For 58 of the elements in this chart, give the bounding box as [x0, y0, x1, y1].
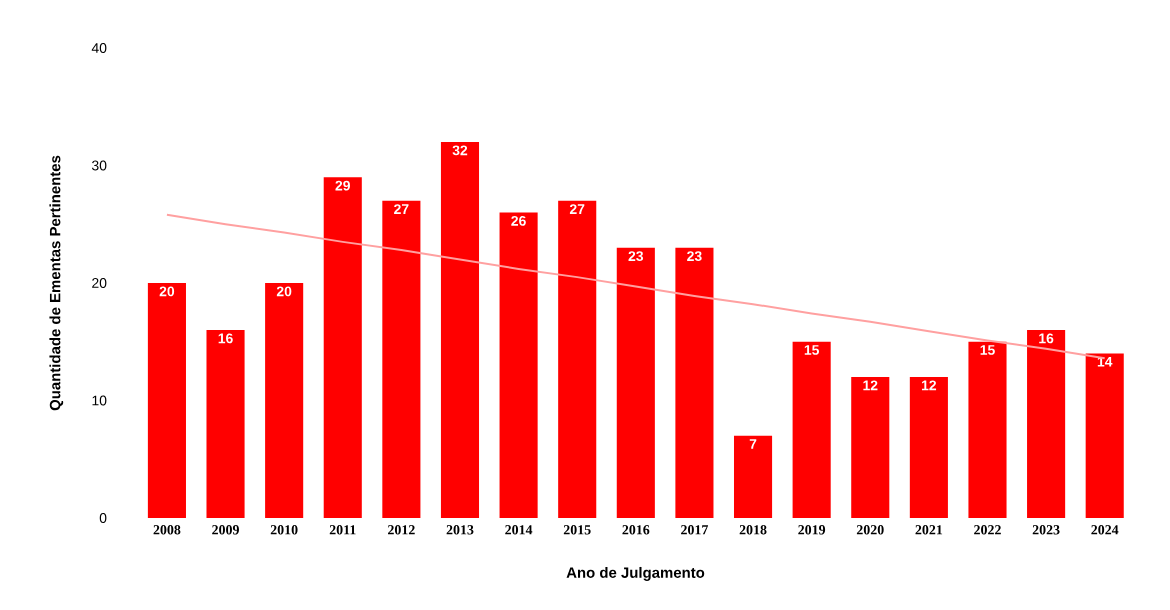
y-axis-title: Quantidade de Ementas Pertinentes [49, 155, 64, 411]
bar [733, 435, 773, 518]
data-label: 16 [218, 333, 233, 344]
x-tick-label: 2015 [563, 525, 591, 535]
data-label: 14 [1097, 356, 1113, 367]
bar [968, 341, 1007, 518]
bar [499, 212, 538, 518]
x-tick-label: 2020 [856, 525, 884, 535]
x-tick-label: 2018 [739, 525, 767, 535]
x-tick-label: 2019 [798, 525, 826, 535]
x-tick-label: 2014 [505, 525, 533, 535]
x-tick-label: 2022 [974, 525, 1001, 535]
data-label: 27 [569, 204, 585, 214]
data-label: 15 [980, 345, 995, 355]
x-tick-label: 2012 [388, 525, 415, 535]
y-tick-label: 40 [91, 43, 107, 53]
x-axis-title: Ano de Julgamento [566, 566, 705, 581]
y-tick-label: 30 [91, 160, 107, 171]
data-label: 20 [276, 286, 292, 297]
data-label: 15 [804, 345, 820, 355]
bar [1085, 353, 1124, 518]
bar [616, 247, 655, 518]
bar [792, 341, 831, 518]
bar [558, 200, 597, 518]
data-label: 27 [394, 204, 409, 214]
data-label: 23 [628, 251, 644, 262]
data-label: 32 [452, 145, 468, 156]
bar [382, 200, 421, 518]
y-tick-label: 10 [92, 395, 107, 406]
data-label: 12 [863, 380, 878, 391]
x-tick-label: 2011 [329, 525, 356, 535]
data-label: 12 [921, 380, 937, 391]
bar [265, 283, 304, 518]
y-tick-label: 20 [92, 278, 107, 288]
bar [675, 247, 714, 518]
bar [1027, 330, 1066, 518]
x-tick-label: 2023 [1032, 525, 1060, 535]
bar [851, 377, 890, 518]
x-tick-label: 2010 [270, 525, 298, 535]
bar [440, 142, 480, 518]
data-label: 7 [749, 439, 757, 449]
data-label: 20 [159, 286, 175, 297]
y-tick-label: 0 [99, 513, 107, 523]
x-tick-label: 2021 [915, 525, 943, 535]
x-tick-label: 2017 [681, 525, 709, 535]
x-tick-label: 2016 [622, 525, 650, 535]
bar [147, 283, 186, 518]
bar [206, 330, 245, 518]
data-label: 16 [1039, 333, 1054, 344]
bar [909, 377, 948, 518]
x-tick-label: 2008 [153, 525, 181, 535]
data-label: 23 [687, 251, 702, 262]
x-tick-label: 2024 [1091, 525, 1119, 535]
data-label: 26 [511, 215, 526, 226]
x-tick-label: 2013 [446, 525, 474, 535]
bar [323, 177, 362, 518]
x-tick-label: 2009 [212, 525, 239, 535]
data-label: 29 [335, 180, 350, 191]
